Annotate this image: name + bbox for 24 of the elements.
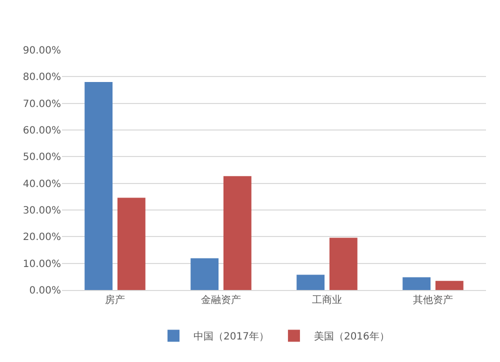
y-tick-label: 70.00%	[22, 98, 61, 110]
x-tick-label: 房产	[105, 294, 125, 306]
bar	[84, 82, 113, 290]
bar	[223, 176, 252, 290]
y-tick-label: 40.00%	[22, 178, 61, 190]
y-tick-label: 50.00%	[22, 152, 61, 164]
y-tick-label: 0.00%	[29, 286, 61, 296]
legend-label: 中国（2017年）	[194, 330, 269, 343]
bar	[402, 277, 431, 290]
bar	[296, 274, 325, 290]
legend-label: 美国（2016年）	[314, 330, 390, 343]
x-tick-label: 金融资产	[201, 294, 241, 306]
y-tick-label: 80.00%	[22, 72, 61, 84]
y-tick-label: 90.00%	[22, 46, 61, 56]
x-tick-label: 其他资产	[413, 294, 453, 306]
bar	[190, 258, 219, 290]
x-tick-label: 工商业	[312, 294, 342, 306]
y-tick-label: 30.00%	[22, 206, 61, 216]
bar	[435, 280, 464, 290]
bar	[329, 238, 358, 290]
y-tick-label: 10.00%	[22, 258, 61, 270]
y-tick-label: 60.00%	[22, 126, 61, 136]
bar	[117, 198, 146, 290]
y-tick-label: 20.00%	[22, 232, 61, 244]
